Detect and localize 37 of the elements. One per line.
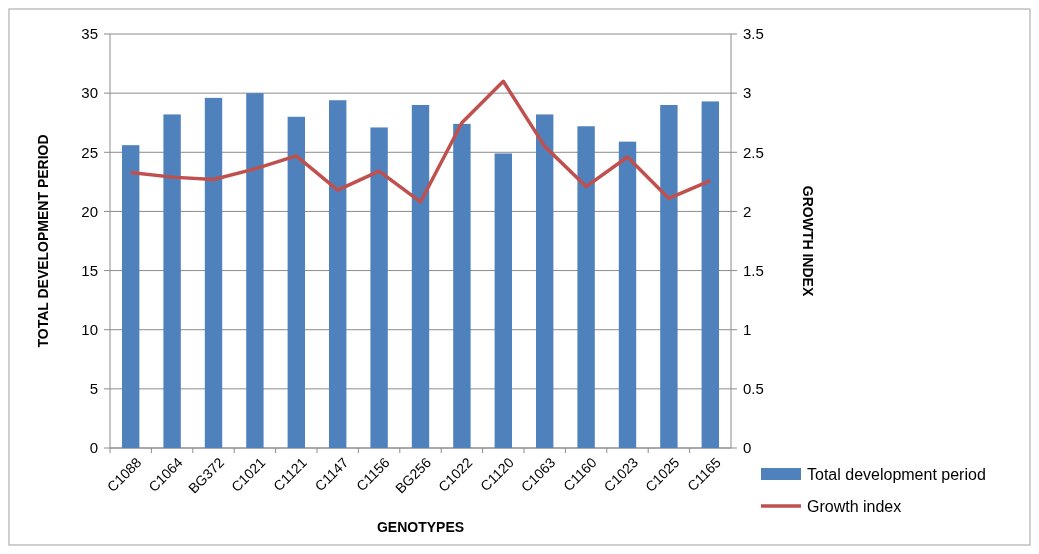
y-tick-label: 15 (81, 261, 98, 279)
bar (453, 123, 471, 448)
bar (577, 126, 595, 448)
bar (287, 116, 305, 448)
bar (246, 93, 264, 448)
bar (122, 145, 140, 448)
legend-label: Total development period (807, 465, 986, 483)
bar (618, 141, 637, 448)
y2-tick-label: 1.5 (743, 261, 764, 279)
y2-tick-label: 0.5 (743, 380, 764, 398)
y-tick-label: 35 (81, 25, 98, 43)
bar (411, 104, 430, 448)
y2-tick-label: 1 (743, 320, 752, 338)
bar (536, 114, 554, 448)
bar (163, 114, 181, 448)
y-tick-label: 5 (89, 380, 98, 398)
x-axis-title: GENOTYPES (376, 519, 465, 535)
bar (701, 101, 719, 448)
y2-tick-label: 0 (743, 439, 752, 457)
line-series (128, 79, 713, 204)
y-tick-label: 25 (81, 143, 98, 161)
bar (660, 104, 678, 448)
legend-label: Growth index (807, 497, 902, 515)
bar (494, 153, 512, 448)
bar (204, 97, 223, 448)
y-tick-label: 30 (81, 84, 98, 102)
y-tick-label: 10 (81, 320, 98, 338)
y-tick-label: 20 (81, 202, 98, 220)
y2-tick-label: 2 (743, 202, 752, 220)
y2-tick-label: 2.5 (743, 143, 764, 161)
y2-axis-title: GROWTH INDEX (800, 185, 816, 297)
y2-tick-label: 3.5 (743, 25, 764, 43)
bar (329, 100, 347, 448)
y-axis-title: TOTAL DEVELOPMENT PERIOD (35, 134, 51, 348)
bar (370, 127, 388, 448)
y2-tick-label: 3 (743, 84, 752, 102)
y-tick-label: 0 (89, 439, 98, 457)
